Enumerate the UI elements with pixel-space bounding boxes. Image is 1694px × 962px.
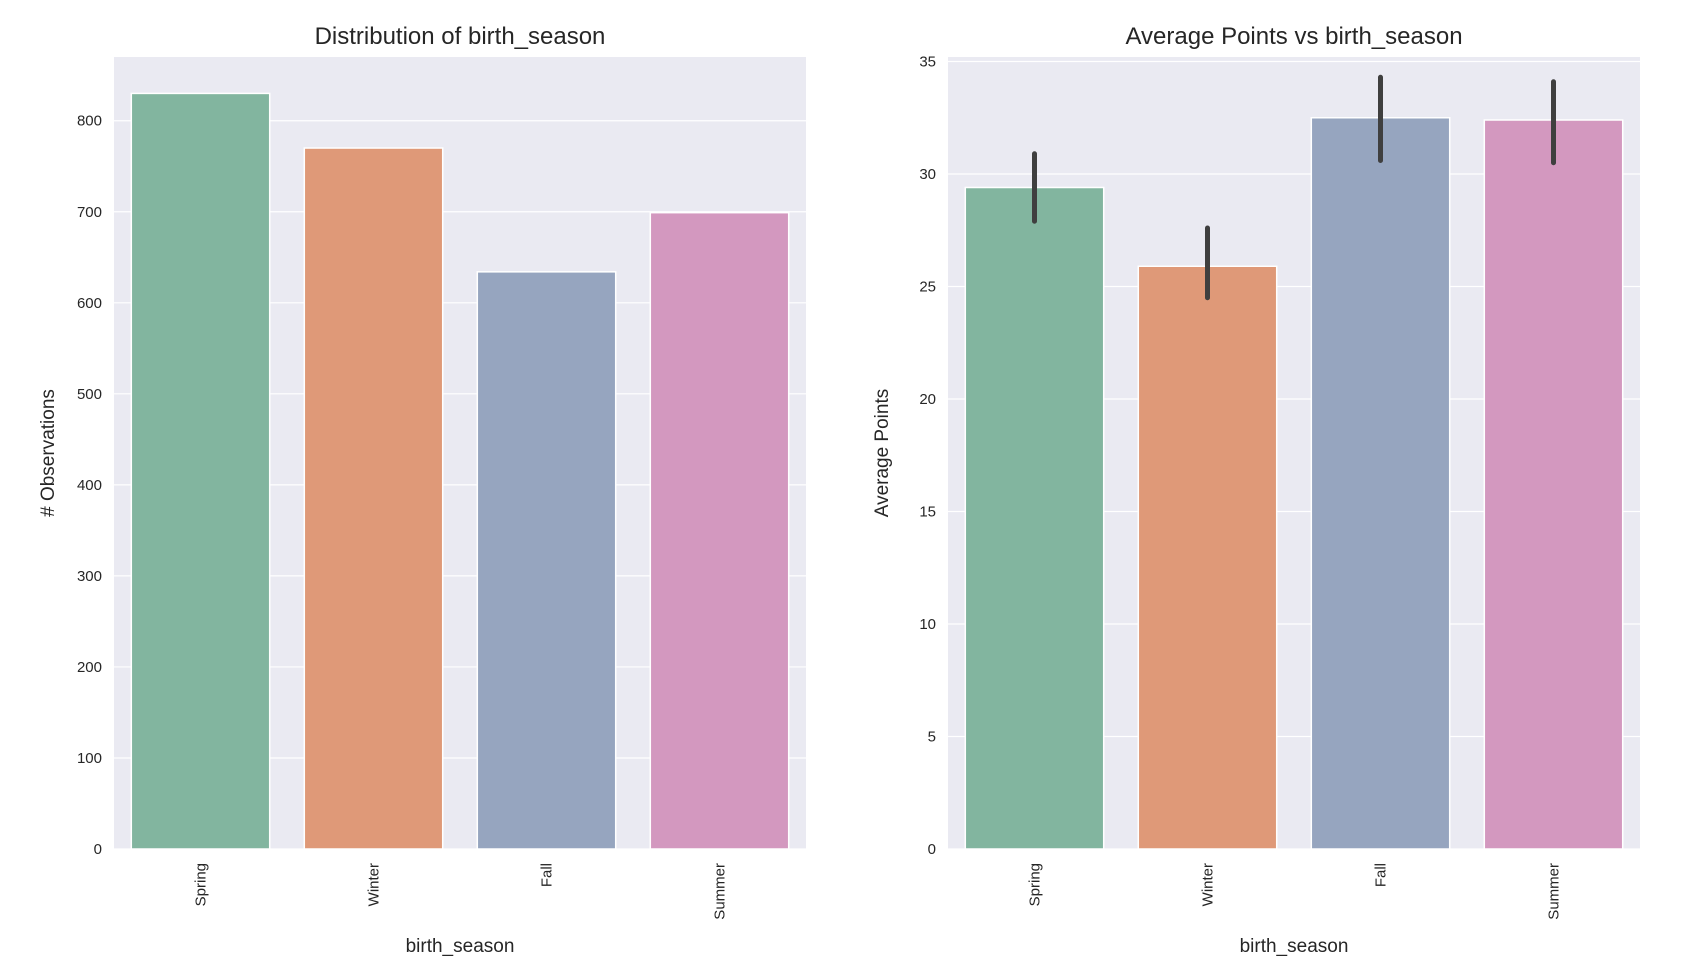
avg-x-tick-label: Fall: [1373, 863, 1390, 887]
dist-y-axis-label: # Observations: [38, 389, 59, 517]
avg-x-tick-label: Summer: [1546, 863, 1563, 920]
avg-y-tick-label: 5: [928, 729, 936, 746]
avg-bar-winter: [1137, 265, 1278, 850]
dist-y-tick-label: 300: [77, 568, 102, 585]
avg-y-tick-label: 30: [919, 166, 936, 183]
dist-chart-title: Distribution of birth_season: [315, 23, 606, 50]
dist-y-tick-label: 600: [77, 295, 102, 312]
avg-chart: 0 5 10 15 20 25 30 35 Spring Winter Fall Summer Aver…: [872, 23, 1640, 957]
dist-y-tick-label: 500: [77, 386, 102, 403]
avg-y-tick-label: 25: [919, 279, 936, 296]
dist-y-tick-label: 700: [77, 204, 102, 221]
dist-x-tick-label: Fall: [539, 863, 556, 887]
avg-x-tick-label: Winter: [1200, 863, 1217, 906]
avg-x-tick-label: Spring: [1027, 863, 1044, 906]
dist-y-tick-label: 200: [77, 659, 102, 676]
avg-y-tick-label: 0: [928, 841, 936, 858]
avg-y-axis-label: Average Points: [872, 389, 893, 518]
dist-y-tick-label: 0: [94, 841, 102, 858]
dist-y-tick-label: 100: [77, 750, 102, 767]
dist-bar-winter: [303, 147, 444, 850]
dist-y-tick-label: 400: [77, 477, 102, 494]
dist-x-axis-label: birth_season: [406, 936, 515, 957]
avg-y-tick-label: 20: [919, 391, 936, 408]
avg-x-axis-label: birth_season: [1240, 936, 1349, 957]
dist-x-tick-label: Winter: [366, 863, 383, 906]
avg-y-tick-label: 10: [919, 616, 936, 633]
avg-bar-spring: [964, 186, 1105, 850]
avg-y-tick-label: 15: [919, 504, 936, 521]
dist-x-tick-label: Summer: [712, 863, 729, 920]
dist-bar-fall: [476, 271, 617, 850]
dist-bar-summer: [649, 211, 790, 850]
dist-bar-spring: [130, 92, 271, 850]
avg-bar-summer: [1483, 119, 1624, 850]
avg-chart-title: Average Points vs birth_season: [1125, 23, 1462, 50]
dist-x-tick-label: Spring: [193, 863, 210, 906]
dist-chart: 0 100 200 300 400 500 600 700 800 Spring Winter Fal…: [38, 23, 806, 957]
dist-y-tick-label: 800: [77, 113, 102, 130]
avg-y-tick-label: 35: [919, 54, 936, 71]
avg-bar-fall: [1310, 117, 1451, 850]
